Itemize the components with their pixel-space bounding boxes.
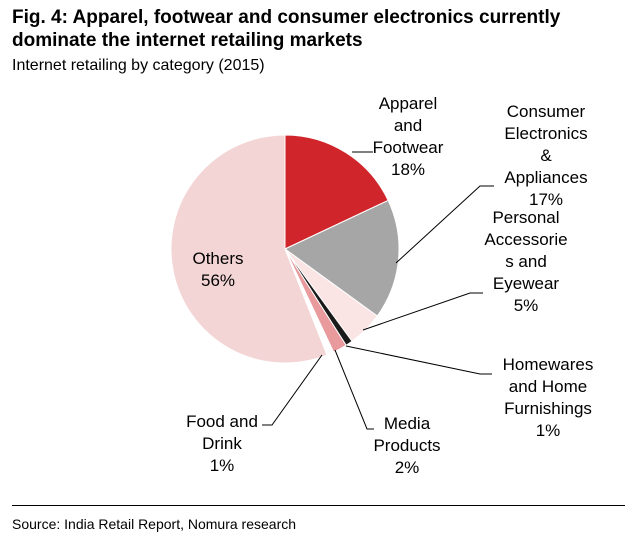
slice-label: Food and Drink 1% xyxy=(186,412,258,475)
slice-label: Others 56% xyxy=(192,249,243,290)
leader-line xyxy=(334,349,374,430)
chart-title-line-2: dominate the internet retailing markets xyxy=(12,30,363,51)
slice-label: Homewares and Home Furnishings 1% xyxy=(503,355,594,440)
chart-title: Fig. 4: Apparel, footwear and consumer e… xyxy=(12,6,632,52)
leader-line xyxy=(395,185,494,264)
slice-label: Consumer Electronics & Appliances 17% xyxy=(504,102,587,209)
pie-slice-consumer-electronics-appliances xyxy=(284,199,400,317)
chart-title-line-1: Fig. 4: Apparel, footwear and consumer e… xyxy=(12,7,561,28)
pie-slice-apparel-and-footwear xyxy=(284,134,389,250)
slice-label: Personal Accessorie s and Eyewear 5% xyxy=(484,208,567,315)
leader-line xyxy=(262,354,323,426)
leader-line xyxy=(345,345,492,375)
source-note: Source: India Retail Report, Nomura rese… xyxy=(12,516,297,532)
slice-label: Media Products 2% xyxy=(373,414,440,477)
pie-chart: Apparel and Footwear 18% Consumer Electronics… xyxy=(170,94,594,477)
leader-line xyxy=(362,292,483,331)
source-divider xyxy=(12,505,625,506)
chart-subtitle: Internet retailing by category (2015) xyxy=(12,57,265,74)
pie-slice-others xyxy=(170,134,328,364)
slice-label: Apparel and Footwear 18% xyxy=(373,94,444,179)
